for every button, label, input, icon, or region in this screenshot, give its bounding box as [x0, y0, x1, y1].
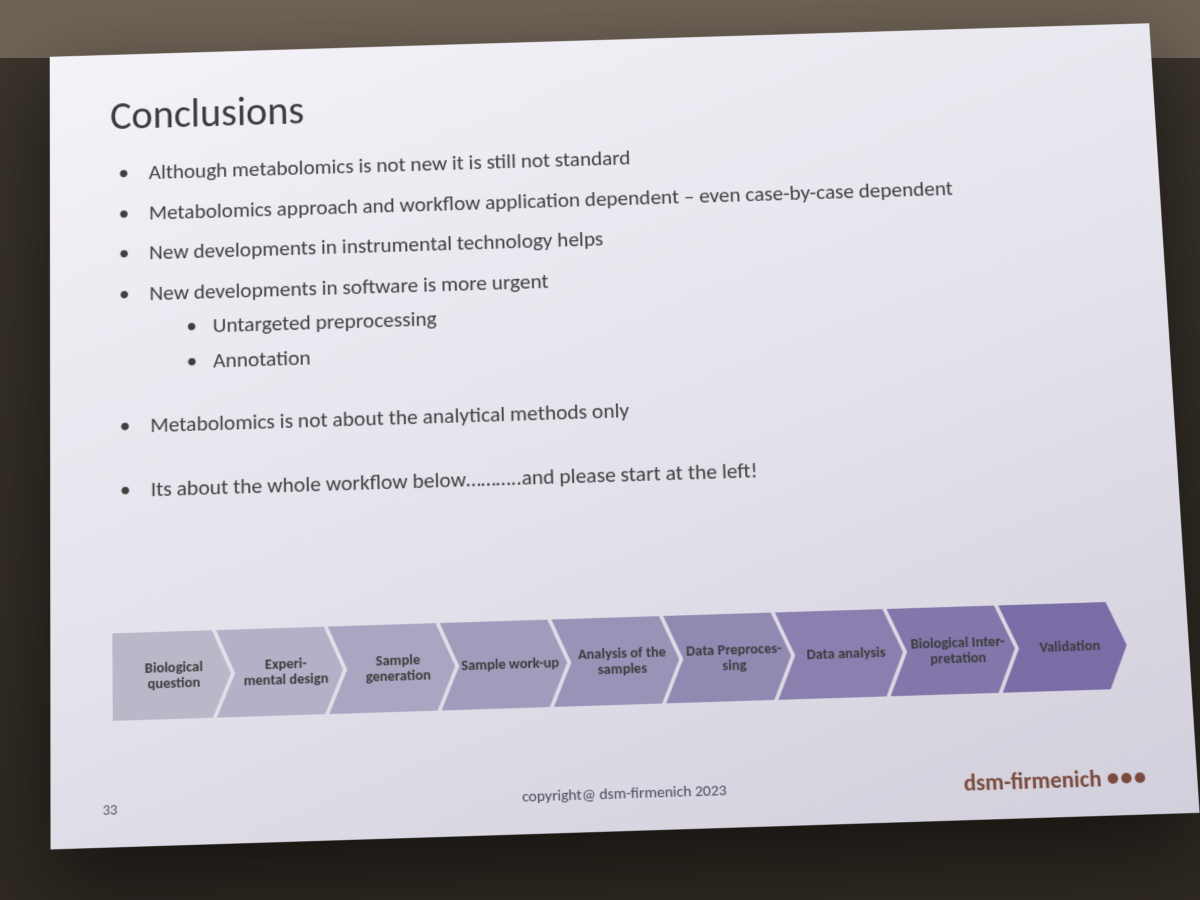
room-background: Conclusions Although metabolomics is not…	[0, 0, 1200, 900]
workflow-step-label: Data Preproces-sing	[686, 640, 783, 675]
workflow-step: Sample generation	[328, 623, 456, 714]
sub-bullet-text: Annotation	[213, 344, 311, 373]
presentation-slide: Conclusions Although metabolomics is not…	[50, 23, 1200, 849]
workflow-step: Biological Inter-pretation	[887, 605, 1018, 696]
page-number: 33	[103, 801, 118, 819]
bullet-item: New developments in software is more urg…	[119, 247, 1109, 379]
workflow-step-label: Biological Inter-pretation	[910, 633, 1006, 668]
sub-bullet-text: Untargeted preprocessing	[213, 306, 437, 339]
workflow-step: Data Preproces-sing	[663, 612, 793, 703]
workflow-step: Experi-mental design	[216, 626, 344, 718]
workflow-step-label: Experi-mental design	[243, 654, 328, 689]
bullet-text: Its about the whole workflow below………..a…	[151, 457, 758, 502]
brand-dots-icon	[1107, 772, 1145, 784]
workflow-step-label: Biological question	[123, 657, 225, 692]
workflow-step-label: Analysis of the samples	[571, 643, 674, 678]
bullet-text: Metabolomics is not about the analytical…	[150, 397, 629, 438]
workflow-step: Sample work-up	[440, 619, 569, 710]
workflow-step-label: Validation	[1039, 638, 1101, 656]
slide-footer: 33 copyright@ dsm-firmenich 2023 dsm-fir…	[50, 761, 1198, 826]
workflow-step-label: Sample generation	[347, 650, 449, 685]
workflow-step: Data analysis	[775, 609, 905, 700]
workflow-chevrons: Biological question Experi-mental design S…	[112, 601, 1129, 720]
workflow-step: Analysis of the samples	[551, 616, 680, 707]
workflow-step: Biological question	[112, 630, 231, 721]
slide-title: Conclusions	[110, 62, 1094, 140]
workflow-step-label: Data analysis	[806, 645, 886, 663]
bullet-text: Although metabolomics is not new it is s…	[149, 145, 631, 185]
bullet-text: New developments in instrumental technol…	[149, 226, 604, 266]
bullet-list: Although metabolomics is not new it is s…	[110, 127, 1116, 507]
brand-name: dsm-firmenich	[963, 764, 1102, 797]
workflow-step: Validation	[998, 601, 1129, 692]
workflow-step-label: Sample work-up	[461, 655, 559, 674]
slide-container: Conclusions Although metabolomics is not…	[50, 40, 1150, 820]
brand-logo: dsm-firmenich	[963, 763, 1146, 797]
